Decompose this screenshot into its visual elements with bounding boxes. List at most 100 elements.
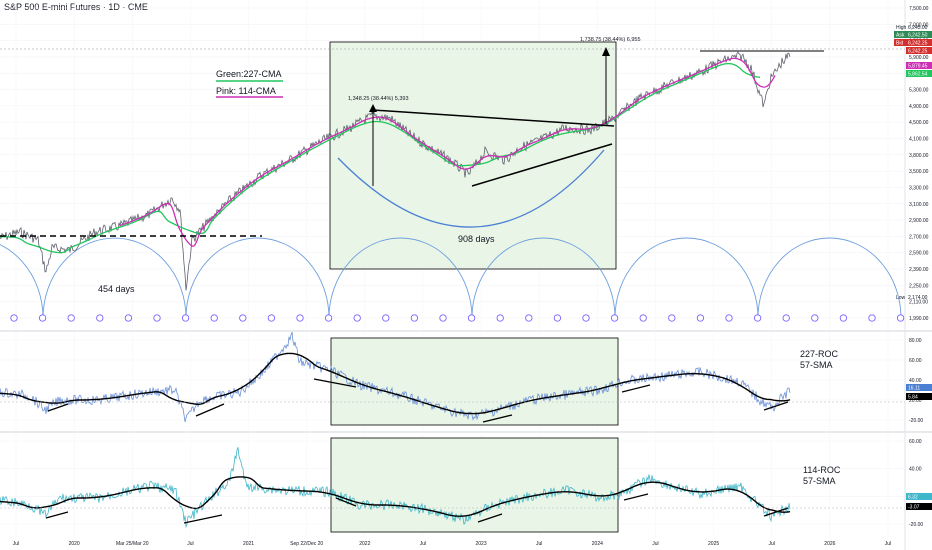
cycle-marker-icon[interactable] — [467, 314, 476, 322]
series-227-roc-57-sma — [0, 352, 791, 415]
price-y-tick: 4,900.00 — [909, 104, 929, 110]
series-pink-114-cma — [119, 57, 776, 247]
price-y-tick: 5,300.00 — [909, 88, 929, 94]
cycle-marker-icon[interactable] — [782, 314, 790, 322]
arrowhead-1 — [369, 104, 377, 112]
cycle-marker-icon[interactable] — [896, 314, 905, 322]
roc-trendline — [621, 384, 651, 393]
x-tick: Jul — [187, 541, 193, 547]
cycle-marker-icon[interactable] — [439, 314, 447, 322]
cycle-marker-icon[interactable] — [10, 314, 18, 322]
cycle-marker-icon[interactable] — [753, 314, 762, 322]
series-114-roc-57-sma — [0, 476, 791, 517]
price-y-tick: 5,900.00 — [909, 55, 929, 61]
ask-badge — [894, 31, 932, 38]
high-value: 6,245.00 — [908, 25, 928, 31]
cycle-marker-icon[interactable] — [181, 314, 190, 322]
cycle-marker-icon[interactable] — [67, 314, 75, 322]
roc114-y-tick: -20.00 — [909, 522, 923, 528]
roc-trendline — [763, 507, 789, 517]
price-y-tick: 2,390.00 — [909, 267, 929, 273]
roc227-y-tick: 60.00 — [909, 358, 922, 364]
cycle-marker-icon[interactable] — [124, 314, 133, 322]
cycle-marker-icon[interactable] — [553, 314, 562, 322]
roc114-value: 6.32 — [908, 495, 918, 501]
price-y-tick: 7,000.00 — [909, 22, 929, 28]
price-y-tick: 4,100.00 — [909, 137, 929, 143]
cycle-marker-icon[interactable] — [410, 314, 419, 322]
cycle-marker-icon[interactable] — [96, 314, 104, 322]
cycle-arc-major — [337, 149, 605, 228]
x-tick: Mar 25/Mar 20 — [116, 541, 149, 547]
cycle-arc — [42, 237, 187, 319]
legend-green-label: Green:227-CMA — [216, 69, 282, 79]
cycle-marker-icon[interactable] — [324, 314, 333, 322]
cycle-marker-icon[interactable] — [839, 314, 848, 322]
cycle-marker-icon[interactable] — [668, 314, 676, 322]
x-tick: 2022 — [359, 541, 370, 547]
cycle-marker-icon[interactable] — [239, 314, 247, 322]
roc114-y-tick: 40.00 — [909, 467, 922, 473]
cycle-marker-icon[interactable] — [525, 314, 533, 322]
legend-pink-label: Pink: 114-CMA — [216, 86, 276, 96]
roc-trendline — [477, 513, 503, 523]
cycle-marker-icon[interactable] — [811, 314, 819, 322]
cycle-marker-icon[interactable] — [38, 314, 47, 322]
price-y-tick: 2,700.00 — [909, 234, 929, 240]
label-908-days: 908 days — [458, 234, 495, 244]
roc227-y-tick: 40.00 — [909, 378, 922, 384]
price-badges: High 6,245.00 Ask 6,242.50 Bid 6,242.25 … — [894, 25, 932, 301]
price-y-tick: 4,500.00 — [909, 120, 929, 126]
series-green-227-cma — [0, 62, 761, 254]
last-value: 6,242.25 — [908, 49, 928, 55]
price-y-tick: 2,590.00 — [909, 251, 929, 257]
roc-trendline — [183, 514, 223, 524]
roc227-value: 16.11 — [908, 386, 920, 392]
cycle-marker-icon[interactable] — [582, 314, 590, 322]
bid-label: Bid — [896, 41, 903, 47]
cycle-marker-icon[interactable] — [153, 314, 161, 322]
high-label: High — [896, 25, 907, 31]
roc-trendline — [623, 493, 649, 501]
x-tick: Jul — [420, 541, 426, 547]
cycle-marker-icon[interactable] — [610, 314, 619, 322]
cycle-marker-icon[interactable] — [725, 314, 733, 322]
price-y-tick: 3,800.00 — [909, 153, 929, 159]
cycle-box-price — [329, 41, 617, 270]
cycle-box-roc114 — [330, 437, 619, 533]
x-tick: Jul — [13, 541, 19, 547]
cycle-box-roc227 — [330, 337, 619, 426]
bid-value: 6,242.25 — [908, 41, 928, 47]
cycle-arc — [185, 237, 330, 319]
cycle-marker-icon[interactable] — [496, 314, 504, 322]
x-tick: Jul — [885, 541, 891, 547]
x-tick: Jul — [769, 541, 775, 547]
cycle-marker-icon[interactable] — [296, 314, 304, 322]
roc114-y-tick: 60.00 — [909, 439, 922, 445]
x-tick: Sep 22/Dec 20 — [290, 541, 323, 547]
roc-trendline — [763, 401, 789, 411]
cycle-arc — [757, 237, 902, 319]
cycle-marker-icon[interactable] — [382, 314, 390, 322]
roc227-badge — [906, 384, 932, 391]
x-tick: 2020 — [69, 541, 80, 547]
cycle-marker-icon[interactable] — [639, 314, 647, 322]
cycle-marker-icon[interactable] — [267, 314, 276, 322]
x-tick: 2025 — [708, 541, 719, 547]
cycle-marker-icon[interactable] — [353, 314, 361, 322]
cycle-marker-icon[interactable] — [210, 314, 218, 322]
cycle-marker-icon[interactable] — [696, 314, 705, 322]
pink-value: 5,879.45 — [908, 64, 928, 70]
arrowhead-2 — [602, 47, 610, 56]
measure-label-2: 1,738.75 (38.44%) 6,955 — [580, 37, 641, 43]
sma114-badge — [906, 503, 932, 510]
bid-badge — [894, 39, 932, 46]
roc-trendline — [195, 403, 225, 417]
price-y-tick: 7,500.00 — [909, 6, 929, 12]
x-tick: 2021 — [243, 541, 254, 547]
cycle-marker-icon[interactable] — [868, 314, 876, 322]
cycle-arc — [614, 237, 759, 319]
price-y-tick: 3,100.00 — [909, 202, 929, 208]
cycle-arc — [328, 237, 473, 319]
